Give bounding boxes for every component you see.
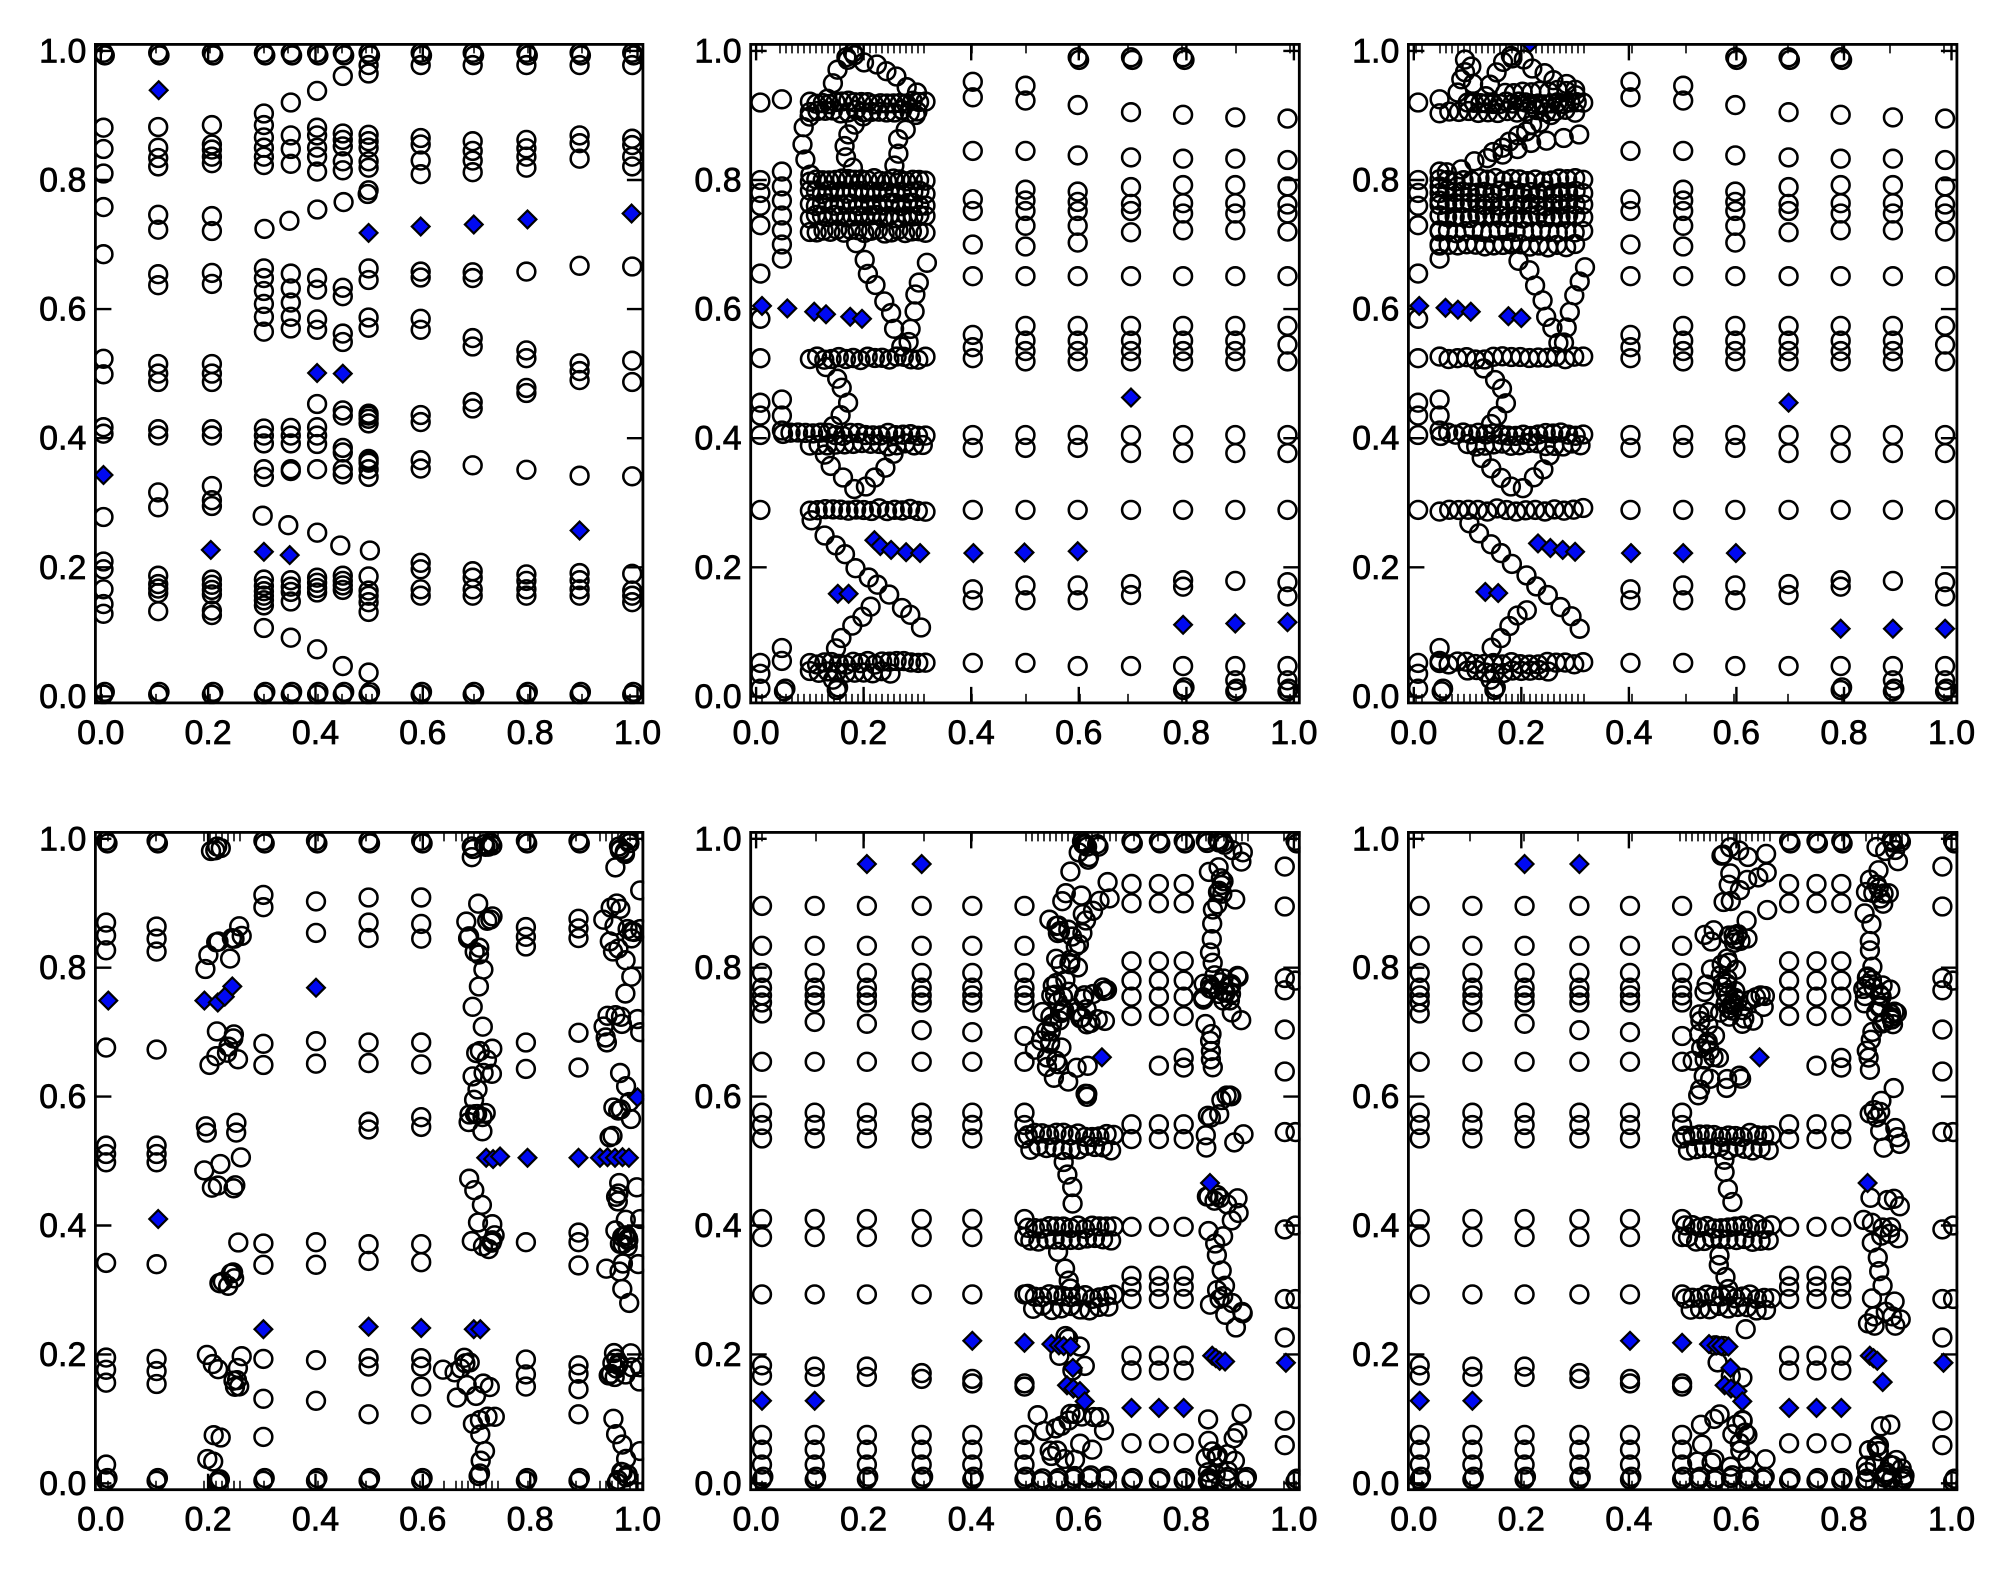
svg-text:0.6: 0.6 xyxy=(39,1078,86,1116)
svg-text:0.6: 0.6 xyxy=(39,291,86,329)
svg-text:0.2: 0.2 xyxy=(1352,1336,1399,1374)
svg-text:1.0: 1.0 xyxy=(614,714,661,752)
svg-text:0.4: 0.4 xyxy=(694,420,741,458)
svg-text:1.0: 1.0 xyxy=(694,820,741,858)
svg-text:0.2: 0.2 xyxy=(1498,1501,1545,1539)
svg-text:0.6: 0.6 xyxy=(399,1501,446,1539)
svg-text:0.0: 0.0 xyxy=(732,1501,779,1539)
svg-text:1.0: 1.0 xyxy=(1352,820,1399,858)
svg-text:0.0: 0.0 xyxy=(39,678,86,716)
svg-text:0.2: 0.2 xyxy=(694,549,741,587)
svg-text:0.8: 0.8 xyxy=(507,714,554,752)
svg-text:0.0: 0.0 xyxy=(77,1501,124,1539)
svg-text:1.0: 1.0 xyxy=(39,820,86,858)
svg-text:0.8: 0.8 xyxy=(39,949,86,987)
svg-text:0.6: 0.6 xyxy=(1713,1501,1760,1539)
svg-text:0.4: 0.4 xyxy=(694,1207,741,1245)
svg-text:0.4: 0.4 xyxy=(948,714,995,752)
svg-text:1.0: 1.0 xyxy=(694,32,741,70)
svg-text:0.8: 0.8 xyxy=(1163,714,1210,752)
svg-text:1.0: 1.0 xyxy=(1270,1501,1317,1539)
svg-text:0.4: 0.4 xyxy=(1352,420,1399,458)
svg-text:0.8: 0.8 xyxy=(1163,1501,1210,1539)
svg-text:0.0: 0.0 xyxy=(732,714,779,752)
svg-text:0.2: 0.2 xyxy=(39,549,86,587)
svg-text:0.6: 0.6 xyxy=(1352,291,1399,329)
svg-text:0.4: 0.4 xyxy=(1352,1207,1399,1245)
svg-text:0.0: 0.0 xyxy=(694,678,741,716)
svg-text:0.8: 0.8 xyxy=(694,949,741,987)
svg-text:0.6: 0.6 xyxy=(399,714,446,752)
svg-text:0.8: 0.8 xyxy=(694,162,741,200)
svg-text:0.2: 0.2 xyxy=(184,714,231,752)
svg-text:0.2: 0.2 xyxy=(39,1336,86,1374)
svg-text:0.6: 0.6 xyxy=(1713,714,1760,752)
svg-text:0.6: 0.6 xyxy=(694,291,741,329)
svg-text:0.6: 0.6 xyxy=(1352,1078,1399,1116)
svg-text:0.0: 0.0 xyxy=(1390,1501,1437,1539)
svg-text:0.8: 0.8 xyxy=(1352,949,1399,987)
svg-text:0.4: 0.4 xyxy=(39,1207,86,1245)
svg-text:0.8: 0.8 xyxy=(1352,162,1399,200)
svg-text:0.0: 0.0 xyxy=(694,1465,741,1503)
svg-text:0.0: 0.0 xyxy=(1390,714,1437,752)
svg-text:0.2: 0.2 xyxy=(1498,714,1545,752)
svg-text:0.6: 0.6 xyxy=(1055,714,1102,752)
svg-text:0.8: 0.8 xyxy=(1820,1501,1867,1539)
svg-text:0.2: 0.2 xyxy=(694,1336,741,1374)
svg-text:0.4: 0.4 xyxy=(1605,1501,1652,1539)
svg-text:0.4: 0.4 xyxy=(39,420,86,458)
svg-text:0.2: 0.2 xyxy=(840,1501,887,1539)
svg-text:0.8: 0.8 xyxy=(507,1501,554,1539)
svg-text:0.4: 0.4 xyxy=(292,714,339,752)
svg-text:0.2: 0.2 xyxy=(1352,549,1399,587)
svg-text:0.2: 0.2 xyxy=(840,714,887,752)
svg-text:0.6: 0.6 xyxy=(1055,1501,1102,1539)
svg-text:1.0: 1.0 xyxy=(1928,714,1975,752)
svg-text:0.6: 0.6 xyxy=(694,1078,741,1116)
svg-text:1.0: 1.0 xyxy=(614,1501,661,1539)
svg-text:0.0: 0.0 xyxy=(77,714,124,752)
svg-text:1.0: 1.0 xyxy=(1270,714,1317,752)
svg-text:0.2: 0.2 xyxy=(184,1501,231,1539)
svg-text:0.8: 0.8 xyxy=(1820,714,1867,752)
svg-text:0.0: 0.0 xyxy=(39,1465,86,1503)
svg-text:0.8: 0.8 xyxy=(39,162,86,200)
svg-text:0.4: 0.4 xyxy=(292,1501,339,1539)
svg-text:0.4: 0.4 xyxy=(948,1501,995,1539)
svg-text:0.4: 0.4 xyxy=(1605,714,1652,752)
svg-text:0.0: 0.0 xyxy=(1352,678,1399,716)
svg-text:1.0: 1.0 xyxy=(1352,32,1399,70)
svg-text:0.0: 0.0 xyxy=(1352,1465,1399,1503)
svg-text:1.0: 1.0 xyxy=(1928,1501,1975,1539)
svg-text:1.0: 1.0 xyxy=(39,32,86,70)
